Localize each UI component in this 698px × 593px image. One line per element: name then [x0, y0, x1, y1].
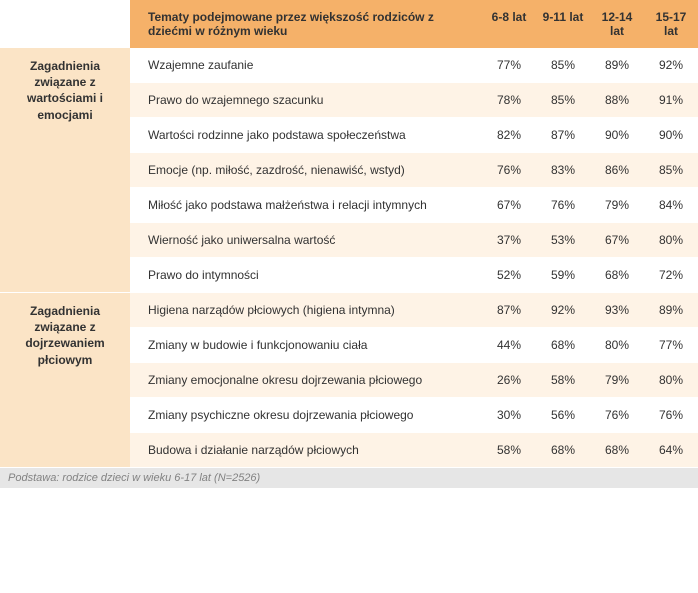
value-cell: 76%: [644, 398, 698, 433]
topic-cell: Wartości rodzinne jako podstawa społecze…: [130, 118, 482, 153]
value-cell: 80%: [644, 363, 698, 398]
value-cell: 52%: [482, 258, 536, 293]
value-cell: 77%: [644, 328, 698, 363]
value-cell: 44%: [482, 328, 536, 363]
value-cell: 30%: [482, 398, 536, 433]
value-cell: 80%: [644, 223, 698, 258]
value-cell: 90%: [644, 118, 698, 153]
value-cell: 76%: [536, 188, 590, 223]
value-cell: 76%: [482, 153, 536, 188]
header-age-2: 12-14 lat: [590, 0, 644, 48]
table-row: Zagadnieniazwiązane zdojrzewaniempłciowy…: [0, 293, 698, 328]
value-cell: 78%: [482, 83, 536, 118]
value-cell: 80%: [590, 328, 644, 363]
value-cell: 79%: [590, 188, 644, 223]
value-cell: 91%: [644, 83, 698, 118]
header-row: Tematy podejmowane przez większość rodzi…: [0, 0, 698, 48]
topic-cell: Zmiany w budowie i funkcjonowaniu ciała: [130, 328, 482, 363]
header-blank: [0, 0, 130, 48]
value-cell: 85%: [644, 153, 698, 188]
topic-cell: Prawo do wzajemnego szacunku: [130, 83, 482, 118]
value-cell: 77%: [482, 48, 536, 83]
value-cell: 90%: [590, 118, 644, 153]
value-cell: 85%: [536, 83, 590, 118]
value-cell: 68%: [536, 433, 590, 468]
topic-cell: Budowa i działanie narządów płciowych: [130, 433, 482, 468]
value-cell: 79%: [590, 363, 644, 398]
value-cell: 37%: [482, 223, 536, 258]
value-cell: 89%: [590, 48, 644, 83]
value-cell: 56%: [536, 398, 590, 433]
value-cell: 92%: [536, 293, 590, 328]
topic-cell: Higiena narządów płciowych (higiena inty…: [130, 293, 482, 328]
header-topic: Tematy podejmowane przez większość rodzi…: [130, 0, 482, 48]
topics-table: Tematy podejmowane przez większość rodzi…: [0, 0, 698, 468]
value-cell: 64%: [644, 433, 698, 468]
topic-cell: Zmiany emocjonalne okresu dojrzewania pł…: [130, 363, 482, 398]
header-age-3: 15-17 lat: [644, 0, 698, 48]
category-cell: Zagadnieniazwiązane zwartościami iemocja…: [0, 48, 130, 293]
value-cell: 85%: [536, 48, 590, 83]
value-cell: 53%: [536, 223, 590, 258]
value-cell: 76%: [590, 398, 644, 433]
value-cell: 82%: [482, 118, 536, 153]
header-age-1: 9-11 lat: [536, 0, 590, 48]
value-cell: 26%: [482, 363, 536, 398]
value-cell: 67%: [482, 188, 536, 223]
value-cell: 59%: [536, 258, 590, 293]
value-cell: 83%: [536, 153, 590, 188]
footnote: Podstawa: rodzice dzieci w wieku 6-17 la…: [0, 468, 698, 488]
category-cell: Zagadnieniazwiązane zdojrzewaniempłciowy…: [0, 293, 130, 468]
value-cell: 86%: [590, 153, 644, 188]
table-body: Zagadnieniazwiązane zwartościami iemocja…: [0, 48, 698, 468]
topic-cell: Wzajemne zaufanie: [130, 48, 482, 83]
value-cell: 92%: [644, 48, 698, 83]
topic-cell: Miłość jako podstawa małżeństwa i relacj…: [130, 188, 482, 223]
header-age-0: 6-8 lat: [482, 0, 536, 48]
value-cell: 89%: [644, 293, 698, 328]
value-cell: 68%: [536, 328, 590, 363]
value-cell: 58%: [536, 363, 590, 398]
value-cell: 87%: [536, 118, 590, 153]
value-cell: 84%: [644, 188, 698, 223]
topic-cell: Zmiany psychiczne okresu dojrzewania płc…: [130, 398, 482, 433]
value-cell: 68%: [590, 258, 644, 293]
topic-cell: Wierność jako uniwersalna wartość: [130, 223, 482, 258]
topic-cell: Prawo do intymności: [130, 258, 482, 293]
value-cell: 67%: [590, 223, 644, 258]
table-row: Zagadnieniazwiązane zwartościami iemocja…: [0, 48, 698, 83]
value-cell: 93%: [590, 293, 644, 328]
topic-cell: Emocje (np. miłość, zazdrość, nienawiść,…: [130, 153, 482, 188]
value-cell: 58%: [482, 433, 536, 468]
value-cell: 72%: [644, 258, 698, 293]
value-cell: 88%: [590, 83, 644, 118]
value-cell: 87%: [482, 293, 536, 328]
value-cell: 68%: [590, 433, 644, 468]
